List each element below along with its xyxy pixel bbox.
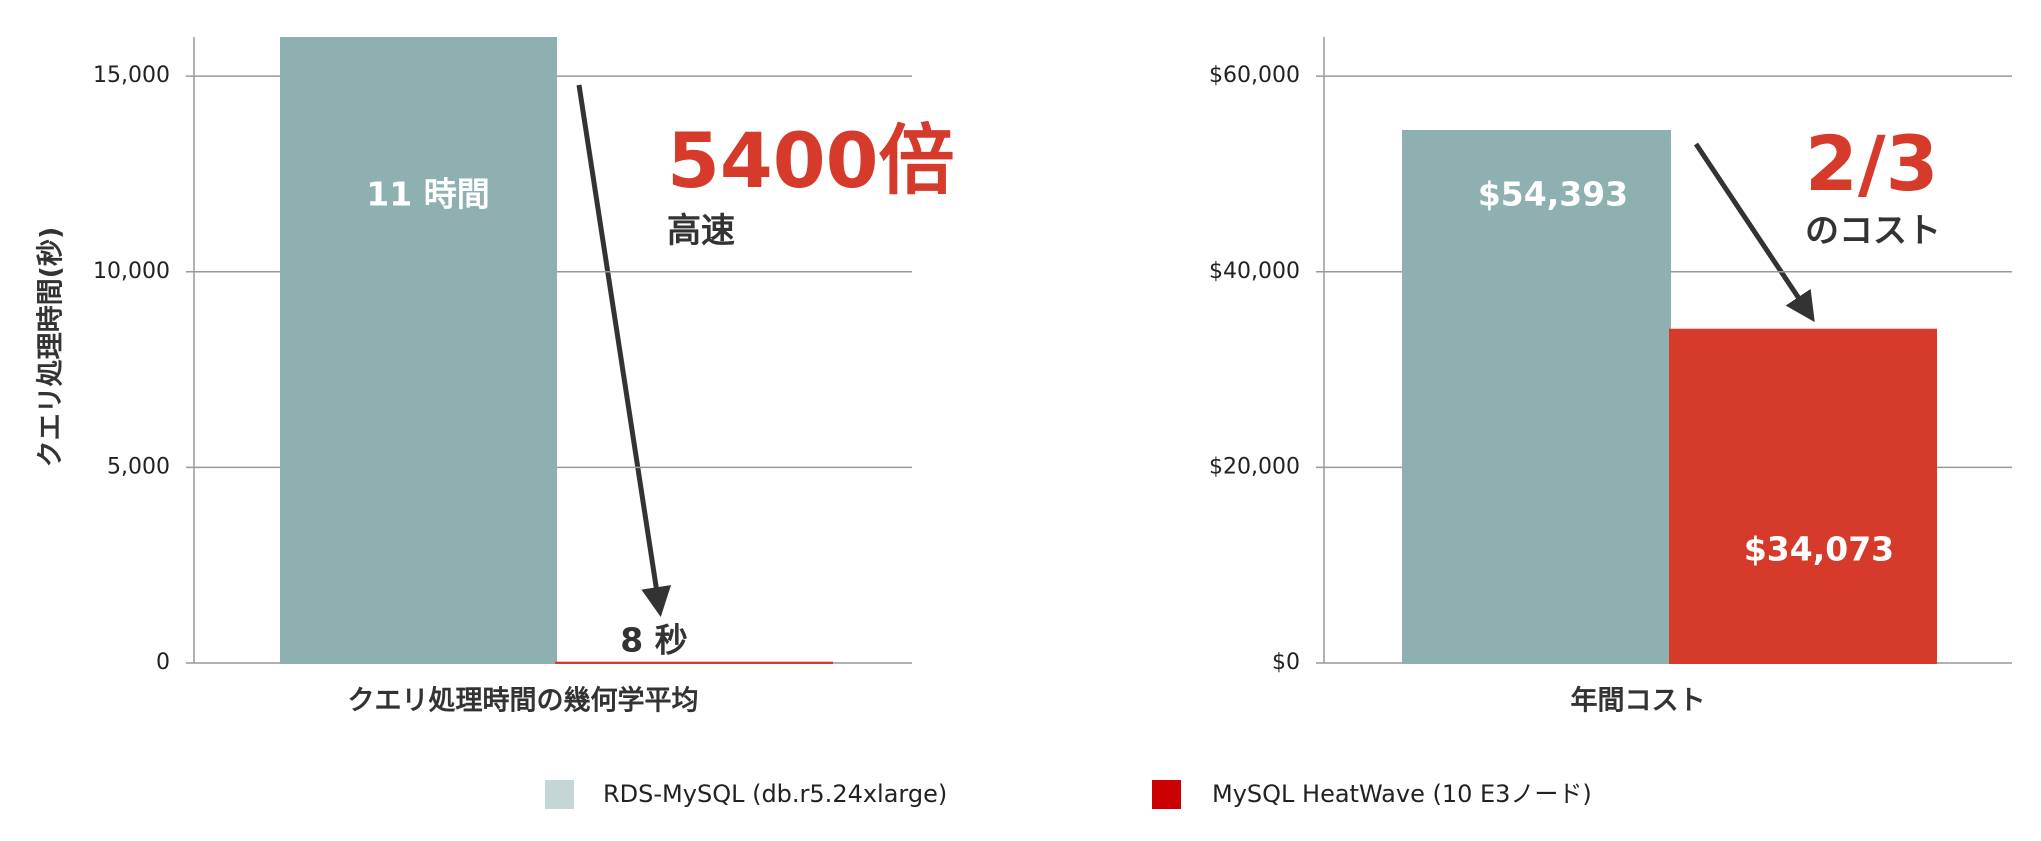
annotation-headline: 2/3: [1805, 119, 1939, 208]
arrow: [576, 84, 672, 617]
y-tick-label: 0: [156, 650, 170, 675]
annotation-text: のコスト: [1805, 211, 1941, 251]
y-tick-label: $20,000: [1209, 454, 1300, 479]
y-axis-label: クエリ処理時間(秒): [35, 227, 67, 468]
y-tick-label: 15,000: [93, 63, 170, 88]
legend-label: MySQL HeatWave (10 E3ノード): [1212, 780, 1592, 808]
legend-swatch: [545, 780, 574, 809]
x-tick-label: クエリ処理時間の幾何学平均: [348, 685, 699, 717]
value-label: 11 時間: [366, 175, 489, 214]
bar: [1669, 328, 1937, 664]
y-tick-label: $60,000: [1209, 63, 1300, 88]
y-tick-label: $0: [1272, 650, 1300, 675]
bars: [1402, 129, 1937, 665]
arrow: [1693, 142, 1815, 323]
bar: [1402, 129, 1671, 665]
y-tick-label: 10,000: [93, 259, 170, 284]
y-tick-label: $40,000: [1209, 259, 1300, 284]
annotation-text: 高速: [667, 211, 735, 251]
y-tick-label: 5,000: [107, 454, 170, 479]
annotation-headline: 5400倍: [667, 116, 955, 205]
legend-swatch: [1152, 780, 1181, 809]
value-label: $54,393: [1478, 175, 1628, 214]
x-tick-label: 年間コスト: [1571, 685, 1706, 717]
legend-label: RDS-MySQL (db.r5.24xlarge): [603, 780, 947, 808]
bars: [280, 37, 833, 665]
bar: [280, 37, 557, 664]
value-label: 8 秒: [620, 621, 687, 660]
value-label: $34,073: [1744, 530, 1894, 569]
